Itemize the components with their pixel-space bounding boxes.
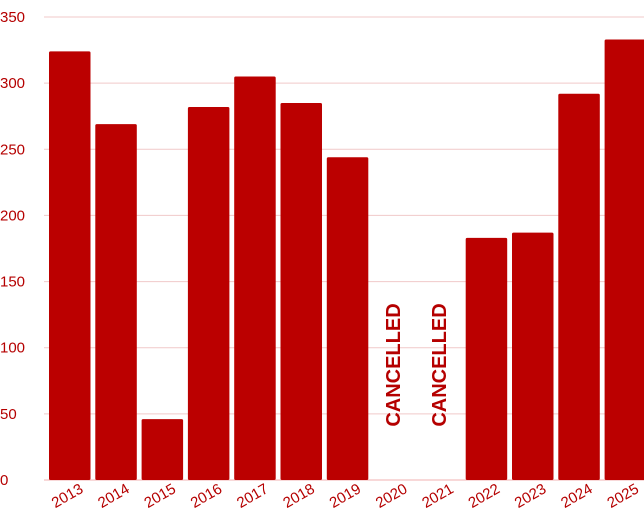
bar-2017	[234, 76, 276, 481]
annotations: CANCELLED CANCELLED	[383, 303, 451, 426]
x-tick-label-2025: 2025	[604, 480, 641, 511]
bar-2024	[558, 93, 600, 481]
y-tick-label: 50	[0, 406, 17, 423]
y-tick-label: 100	[0, 340, 25, 357]
y-tick-label: 350	[0, 9, 25, 26]
bar-2018	[280, 102, 322, 480]
y-tick-label: 250	[0, 141, 25, 158]
y-tick-label: 300	[0, 75, 25, 92]
bar-2025	[604, 39, 644, 480]
y-tick-label: 150	[0, 274, 25, 291]
bar-2022	[465, 237, 508, 480]
x-tick-label-2022: 2022	[465, 480, 502, 511]
x-tick-label-2013: 2013	[49, 480, 86, 511]
x-tick-label-2014: 2014	[95, 480, 132, 511]
bar-2014	[95, 124, 137, 480]
annotation-2020: CANCELLED	[383, 303, 405, 426]
x-tick-label-2016: 2016	[188, 480, 225, 511]
x-tick-label-2015: 2015	[141, 480, 178, 511]
bar-2016	[187, 106, 230, 480]
bar-2023	[512, 232, 554, 480]
x-tick-label-2018: 2018	[280, 480, 317, 511]
x-tick-label-2024: 2024	[558, 480, 595, 511]
bar-2019	[326, 157, 369, 481]
x-tick-label-2023: 2023	[512, 480, 549, 511]
y-tick-label: 200	[0, 207, 25, 224]
annotation-2021: CANCELLED	[429, 303, 451, 426]
x-tick-label-2021: 2021	[419, 480, 456, 511]
y-tick-label: 0	[0, 472, 8, 489]
bar-2015	[141, 419, 184, 480]
bars	[49, 39, 644, 481]
x-tick-label-2020: 2020	[373, 480, 410, 511]
y-tick-labels: 0 50 100 150 200 250 300 350	[0, 9, 25, 489]
x-tick-labels: 2013 2014 2015 2016 2017 2018 2019 2020 2021 2022…	[49, 480, 642, 511]
bar-2013	[49, 51, 91, 480]
x-tick-label-2019: 2019	[327, 480, 364, 511]
x-tick-label-2017: 2017	[234, 480, 271, 511]
